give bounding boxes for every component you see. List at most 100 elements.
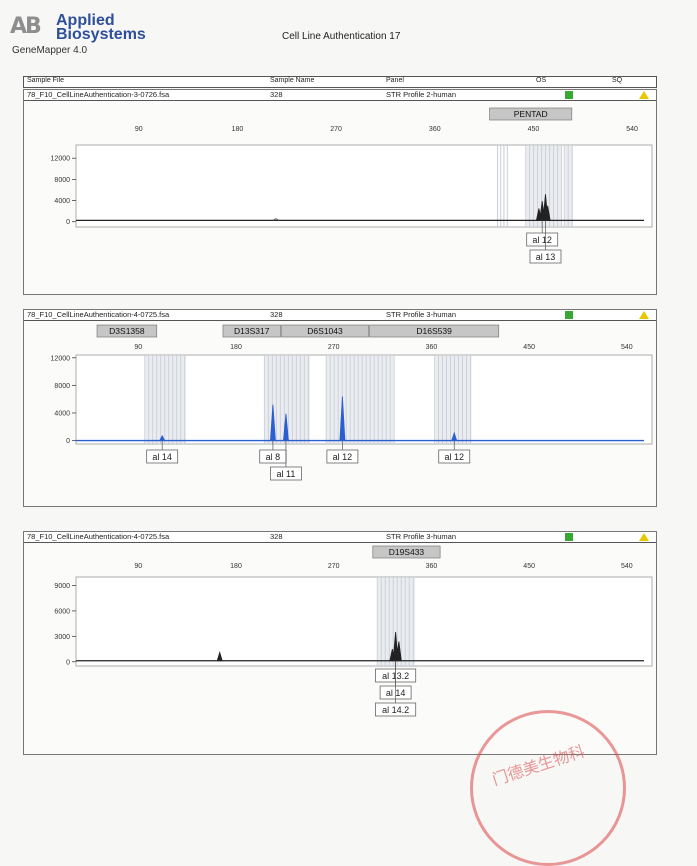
allele-bin xyxy=(144,355,187,444)
allele-box xyxy=(526,232,559,247)
y-tick-label: 3000 xyxy=(54,634,70,641)
marker-label: PENTAD xyxy=(514,109,548,119)
marker-label: D6S1043 xyxy=(307,326,343,336)
peak xyxy=(451,431,458,441)
noise-blip xyxy=(272,218,280,221)
y-tick-label: 8000 xyxy=(54,383,70,390)
col-qs: OS xyxy=(536,77,547,84)
page-title: Cell Line Authentication 17 xyxy=(282,31,401,42)
marker-label: D13S317 xyxy=(234,326,270,336)
col-panel: Panel xyxy=(386,77,404,84)
col-sq: SQ xyxy=(612,77,623,84)
y-tick-label: 4000 xyxy=(54,410,70,417)
x-tick-label: 360 xyxy=(429,126,441,133)
sample-file: 78_F10_CellLineAuthentication-4-0725.fsa xyxy=(27,310,170,319)
electropherogram-chart-3: D19S433 90 180 270 360 450 540 9000 6000 3000 0 al … xyxy=(54,545,653,717)
allele-label: al 11 xyxy=(277,469,296,479)
y-tick-label: 12000 xyxy=(51,355,71,362)
electropherogram-panel-2: 78_F10_CellLineAuthentication-4-0725.fsa… xyxy=(23,309,657,507)
marker-d19s433: D19S433 xyxy=(372,545,441,559)
x-tick-label: 540 xyxy=(626,126,638,133)
x-tick-label: 360 xyxy=(426,563,438,570)
peak xyxy=(544,205,551,221)
electropherogram-panel-1: 78_F10_CellLineAuthentication-3-0726.fsa… xyxy=(23,89,657,295)
allele-label: al 14.2 xyxy=(382,705,409,715)
allele-box xyxy=(146,449,179,464)
marker-d6s1043: D6S1043 xyxy=(281,324,369,338)
allele-box xyxy=(375,702,417,717)
sample-info-row: 78_F10_CellLineAuthentication-4-0725.fsa… xyxy=(24,532,656,543)
x-tick-label: 450 xyxy=(528,126,540,133)
product-name: GeneMapper 4.0 xyxy=(12,45,88,56)
marker-label: D19S433 xyxy=(389,547,425,557)
brand-line2: Biosystems xyxy=(56,26,146,43)
marker-label: D16S539 xyxy=(416,326,452,336)
y-tick-label: 6000 xyxy=(54,608,70,615)
marker-box xyxy=(96,324,158,338)
sq-warning-icon xyxy=(639,533,649,541)
allele-box xyxy=(326,449,359,464)
x-tick-label: 450 xyxy=(523,563,535,570)
allele-bin xyxy=(507,145,509,227)
x-tick-label: 90 xyxy=(134,344,142,351)
x-tick-label: 540 xyxy=(621,344,633,351)
allele-bin xyxy=(500,145,502,227)
sample-file: 78_F10_CellLineAuthentication-4-0725.fsa xyxy=(27,532,170,541)
panel-name: STR Profile 3-human xyxy=(386,532,457,541)
qs-status-icon xyxy=(565,311,573,319)
allele-box xyxy=(529,249,562,264)
electropherogram-chart-2: D3S1358 D13S317 D6S1043 D16S539 90 180 270 360 4… xyxy=(51,324,653,481)
allele-bin xyxy=(503,145,505,227)
marker-box xyxy=(369,324,500,338)
x-tick-label: 180 xyxy=(232,126,244,133)
plot-frame xyxy=(75,576,653,667)
sample-name: 328 xyxy=(270,90,283,99)
peak xyxy=(269,404,276,441)
sq-warning-icon xyxy=(639,91,649,99)
peak xyxy=(216,651,223,662)
allele-bin xyxy=(497,145,499,227)
allele-label: al 12 xyxy=(333,452,353,462)
x-tick-label: 180 xyxy=(230,344,242,351)
qs-status-icon xyxy=(565,91,573,99)
x-tick-label: 180 xyxy=(230,563,242,570)
sample-info-row: 78_F10_CellLineAuthentication-3-0726.fsa… xyxy=(24,90,656,101)
x-tick-label: 270 xyxy=(330,126,342,133)
sq-warning-icon xyxy=(639,311,649,319)
allele-label: al 8 xyxy=(266,452,281,462)
allele-bin xyxy=(434,355,472,444)
seal-stamp xyxy=(470,710,626,866)
column-header-row: Sample File Sample Name Panel OS SQ xyxy=(23,76,657,88)
allele-bin xyxy=(564,145,573,227)
y-tick-label: 0 xyxy=(66,438,70,445)
y-tick-label: 12000 xyxy=(51,156,71,163)
peak xyxy=(159,434,166,441)
brand-name: Applied Biosystems xyxy=(56,13,146,43)
sample-file: 78_F10_CellLineAuthentication-3-0726.fsa xyxy=(27,90,170,99)
marker-box xyxy=(222,324,281,338)
y-tick-label: 0 xyxy=(66,659,70,666)
x-tick-label: 90 xyxy=(134,563,142,570)
electropherogram-chart-1: PENTAD 90 180 270 360 450 540 12000 8000 4000 0 al … xyxy=(51,107,653,264)
marker-box xyxy=(489,107,573,121)
marker-label: D3S1358 xyxy=(109,326,145,336)
peak xyxy=(283,413,289,441)
y-tick-label: 4000 xyxy=(54,198,70,205)
qs-status-icon xyxy=(565,533,573,541)
allele-label: al 12 xyxy=(444,452,464,462)
electropherogram-panel-3: 78_F10_CellLineAuthentication-4-0725.fsa… xyxy=(23,531,657,755)
allele-bin xyxy=(326,355,395,444)
x-tick-label: 90 xyxy=(135,126,143,133)
allele-label: al 13 xyxy=(536,252,556,262)
panel-name: STR Profile 2-human xyxy=(386,90,457,99)
y-tick-label: 8000 xyxy=(54,177,70,184)
x-tick-label: 450 xyxy=(523,344,535,351)
marker-d13s317: D13S317 xyxy=(222,324,281,338)
col-sample-name: Sample Name xyxy=(270,77,315,84)
y-tick-label: 9000 xyxy=(54,583,70,590)
sample-info-row: 78_F10_CellLineAuthentication-4-0725.fsa… xyxy=(24,310,656,321)
x-tick-label: 540 xyxy=(621,563,633,570)
allele-label: al 14 xyxy=(152,452,172,462)
marker-d16s539: D16S539 xyxy=(369,324,500,338)
sample-name: 328 xyxy=(270,532,283,541)
